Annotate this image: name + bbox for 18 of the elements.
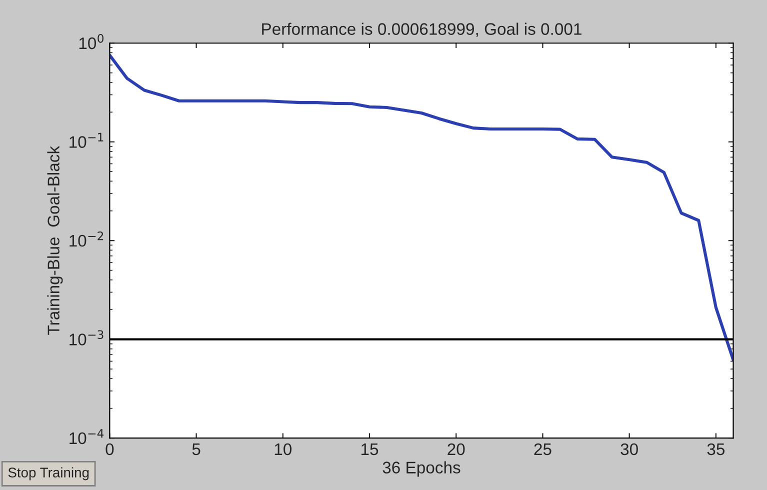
- x-tick-label: 30: [620, 443, 638, 456]
- text: Stop Training: [8, 467, 89, 480]
- y-tick-label: 10$^{−4}$: [70, 429, 104, 444]
- x-tick-label: 10: [274, 443, 292, 456]
- y-axis-title: Training-Blue Goal-Black: [47, 146, 63, 335]
- x-axis-title: 36 Epochs: [382, 461, 460, 477]
- x-tick-label: 25: [534, 443, 552, 456]
- x-tick-label: 35: [707, 443, 724, 456]
- x-tick-label: 15: [362, 444, 378, 456]
- y-tick-label: 10$^{0}$: [79, 34, 104, 50]
- y-tick-label: 10$^{−1}$: [70, 132, 104, 148]
- line-series: [110, 54, 734, 362]
- x-tick-label: 5: [192, 444, 200, 456]
- y-tick-label: 10$^{−2}$: [70, 231, 104, 247]
- x-tick-label: 20: [448, 443, 465, 456]
- chart-title: Performance is 0.000618999, Goal is 0.001: [262, 22, 582, 37]
- y-tick-label: 10$^{−3}$: [70, 330, 104, 346]
- x-tick-label: 0: [106, 443, 114, 456]
